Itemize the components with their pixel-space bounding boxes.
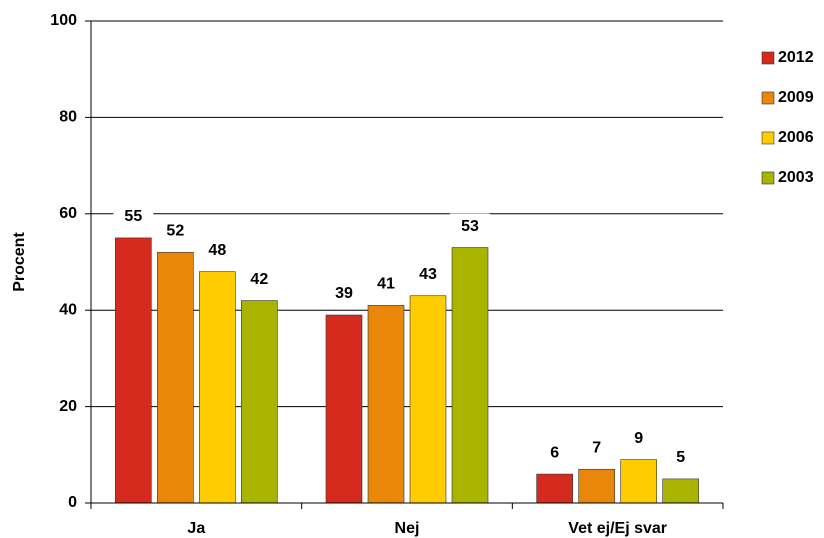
value-label-bg bbox=[197, 237, 238, 262]
value-label-bg bbox=[660, 444, 701, 469]
bar bbox=[157, 252, 194, 504]
legend-label: 2012 bbox=[778, 49, 814, 66]
y-tick-label: 60 bbox=[59, 205, 77, 222]
value-label-bg bbox=[324, 281, 364, 306]
value-label: 55 bbox=[124, 208, 142, 225]
bar bbox=[620, 459, 657, 504]
bar bbox=[199, 271, 236, 504]
value-label: 7 bbox=[592, 439, 601, 456]
x-tick-label: Ja bbox=[187, 520, 205, 537]
value-label: 43 bbox=[419, 266, 437, 283]
value-label-bg bbox=[534, 440, 575, 465]
value-label-bg bbox=[618, 425, 659, 450]
legend-label: 2006 bbox=[778, 129, 814, 146]
legend-swatch bbox=[761, 51, 775, 65]
value-label: 5 bbox=[676, 449, 685, 466]
value-label: 48 bbox=[208, 242, 226, 259]
y-axis-label: Procent bbox=[11, 232, 28, 292]
bar bbox=[241, 300, 278, 504]
value-label-bg bbox=[408, 261, 448, 286]
x-tick-label: Nej bbox=[395, 520, 420, 537]
bar bbox=[536, 473, 573, 504]
legend-label: 2003 bbox=[778, 169, 814, 186]
value-label-bg bbox=[366, 271, 406, 296]
value-label-bg bbox=[239, 266, 280, 291]
bar bbox=[578, 468, 615, 504]
bar bbox=[409, 295, 447, 504]
value-label: 9 bbox=[634, 430, 643, 447]
bar bbox=[325, 314, 363, 504]
legend-swatch bbox=[761, 171, 775, 185]
y-tick-label: 100 bbox=[50, 12, 77, 29]
bar bbox=[115, 237, 152, 504]
value-label-bg bbox=[576, 435, 617, 460]
legend-swatch bbox=[761, 91, 775, 105]
bar bbox=[367, 305, 405, 504]
value-label: 39 bbox=[335, 285, 353, 302]
x-tick-label: Vet ej/Ej svar bbox=[568, 520, 667, 537]
value-label: 41 bbox=[377, 276, 395, 293]
y-tick-label: 20 bbox=[59, 398, 77, 415]
value-label: 53 bbox=[461, 218, 479, 235]
value-label-bg bbox=[155, 218, 196, 243]
y-tick-label: 80 bbox=[59, 109, 77, 126]
y-tick-label: 0 bbox=[68, 494, 77, 511]
bar bbox=[662, 478, 699, 504]
value-label: 42 bbox=[250, 271, 268, 288]
legend-swatch bbox=[761, 131, 775, 145]
y-tick-label: 40 bbox=[59, 301, 77, 318]
value-label: 6 bbox=[550, 444, 559, 461]
legend-label: 2009 bbox=[778, 89, 814, 106]
value-label: 52 bbox=[166, 223, 184, 240]
value-label-bg bbox=[450, 213, 490, 238]
bar bbox=[451, 247, 489, 504]
value-label-bg bbox=[113, 203, 154, 228]
